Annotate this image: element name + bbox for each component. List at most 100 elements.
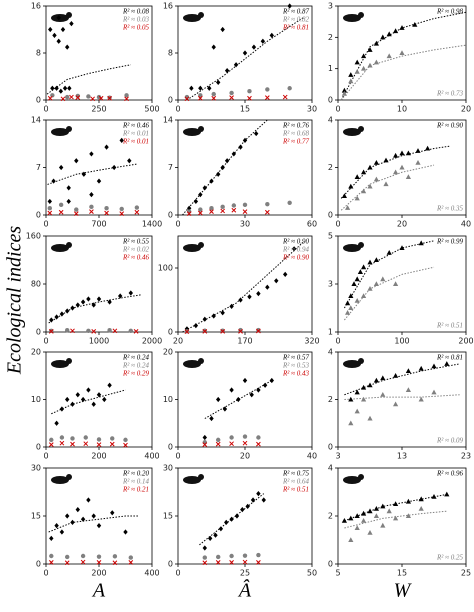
point (256, 491, 261, 497)
point (80, 553, 86, 559)
point (66, 185, 71, 191)
point (202, 434, 207, 441)
point (229, 387, 234, 393)
point (65, 308, 70, 314)
icon-body (51, 360, 69, 368)
point (256, 327, 261, 333)
point (48, 329, 54, 334)
y-tick-label: 4 (328, 348, 333, 357)
r-squared-label: R² ≈ 0.09 (436, 437, 463, 445)
x-tick-label: 23 (461, 452, 471, 461)
point (274, 278, 279, 284)
y-tick-label: 0 (168, 328, 173, 337)
r-squared-label: R² ≈ 0.02 (122, 246, 149, 254)
point (59, 311, 65, 317)
point (67, 85, 72, 91)
point (119, 137, 124, 143)
point (262, 382, 268, 388)
point (186, 205, 192, 211)
point (218, 526, 224, 532)
y-tick-label: 8 (36, 49, 41, 58)
animal-icon (51, 358, 72, 368)
point (215, 441, 221, 447)
y-tick-label: 20 (31, 348, 41, 357)
point (216, 554, 221, 560)
point (412, 22, 418, 27)
y-tick-label: 0 (328, 443, 333, 452)
x-tick-label: 3 (335, 452, 340, 461)
point (86, 94, 91, 99)
point (386, 31, 392, 37)
r-squared-label: R² ≈ 0.46 (122, 122, 149, 130)
point (65, 94, 70, 100)
point (107, 299, 112, 305)
point (81, 171, 87, 177)
point (127, 158, 132, 164)
icon-head (66, 242, 72, 248)
point (202, 316, 207, 322)
point (260, 38, 266, 44)
r-squared-label: R² ≈ 0.21 (122, 486, 149, 494)
point (256, 387, 261, 393)
point (373, 506, 379, 511)
r-squared-label: R² ≈ 0.24 (122, 354, 149, 362)
point (119, 206, 124, 212)
point (418, 240, 424, 246)
point (348, 72, 354, 77)
trend-line (186, 17, 304, 101)
point (444, 361, 450, 366)
point (70, 436, 75, 441)
point (399, 150, 405, 156)
point (65, 554, 70, 560)
y-tick-label: 1 (328, 64, 333, 73)
point (215, 560, 221, 565)
y-tick-label: 0 (168, 211, 173, 220)
point (361, 169, 367, 175)
x-axis-label: W (394, 580, 413, 602)
point (198, 93, 203, 98)
point (209, 415, 214, 422)
point (109, 441, 115, 447)
x-tick-label: 0 (335, 220, 340, 229)
x-tick-label: 170 (237, 337, 252, 346)
point (124, 93, 129, 98)
point (236, 396, 241, 403)
point (211, 91, 216, 97)
animal-icon (51, 12, 72, 22)
r-squared-label: R² ≈ 0.43 (282, 370, 309, 378)
point (287, 86, 292, 91)
point (74, 158, 79, 164)
r-squared-label: R² ≈ 0.25 (436, 554, 463, 562)
point (256, 291, 261, 297)
point (418, 396, 424, 402)
y-tick-label: 8 (168, 49, 173, 58)
r-squared-label: R² ≈ 0.90 (282, 238, 309, 246)
point (256, 328, 261, 334)
trend-line (340, 145, 451, 199)
point (83, 435, 88, 440)
point (107, 95, 112, 101)
icon-body (51, 244, 69, 252)
r-squared-label: R² ≈ 0.76 (282, 122, 309, 130)
point (386, 53, 392, 59)
y-tick-label: 3 (328, 280, 333, 289)
point (240, 507, 245, 513)
x-tick-label: 0 (335, 337, 340, 346)
x-tick-label: 1400 (142, 220, 162, 229)
point (128, 328, 133, 333)
point (242, 434, 248, 439)
point (380, 375, 386, 381)
animal-icon (51, 474, 72, 484)
point (231, 151, 237, 157)
x-tick-label: 10 (397, 105, 407, 114)
point (256, 441, 261, 447)
point (47, 206, 52, 211)
r-squared-label: R² ≈ 0.03 (122, 16, 149, 24)
point (261, 497, 266, 503)
point (238, 327, 243, 333)
point (96, 437, 102, 442)
point (48, 560, 54, 565)
point (354, 195, 360, 201)
point (425, 145, 431, 151)
point (209, 209, 214, 214)
